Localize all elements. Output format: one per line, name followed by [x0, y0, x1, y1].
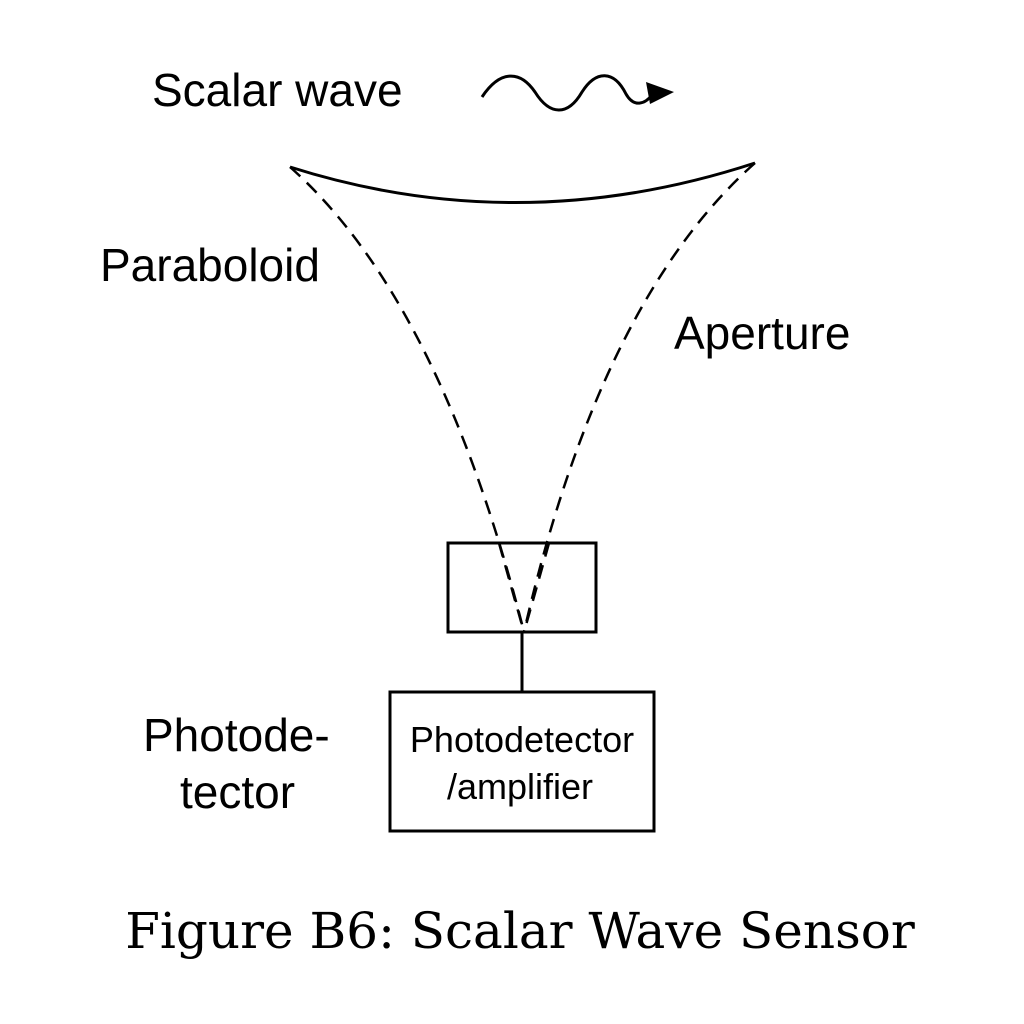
amplifier-box: [388, 690, 656, 833]
focus-line-right-inner: [522, 542, 551, 633]
paraboloid-reflector: [289, 161, 756, 204]
photodetector-label-line-1: Photode-: [143, 709, 330, 761]
aperture-label: Aperture: [674, 307, 850, 359]
focus-line-left: [289, 166, 526, 633]
paraboloid-label: Paraboloid: [100, 239, 320, 291]
sine-wave-arrow-icon: [480, 74, 674, 112]
photodetector-label-line-2: tector: [180, 766, 295, 818]
focus-line-left-inner: [497, 542, 526, 633]
detector-box: [446, 541, 598, 634]
scalar-wave-label: Scalar wave: [152, 64, 403, 116]
amplifier-box-line-2: /amplifier: [447, 766, 593, 807]
amplifier-box-line-1: Photodetector: [410, 719, 634, 760]
figure-caption: Figure B6: Scalar Wave Sensor: [125, 902, 915, 960]
focus-line-right: [522, 162, 756, 633]
